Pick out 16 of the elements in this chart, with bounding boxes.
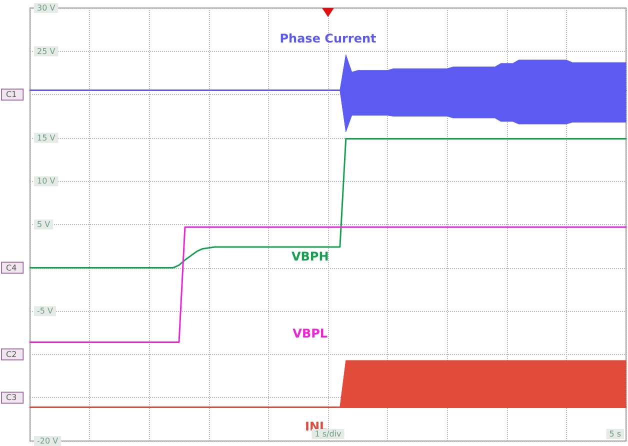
annotation: 1 s/div bbox=[314, 430, 342, 438]
text: C4 bbox=[6, 263, 17, 272]
y-tick-label: 15 V bbox=[37, 133, 56, 142]
annotation: 5 s bbox=[609, 430, 621, 438]
text: C1 bbox=[6, 90, 17, 100]
y-tick-label: 30 V bbox=[37, 4, 56, 12]
text: VBPL bbox=[292, 326, 328, 341]
y-tick-label: 5 V bbox=[37, 220, 51, 229]
y-tick-label: 25 V bbox=[37, 46, 56, 56]
y-tick-label: 10 V bbox=[37, 176, 56, 186]
y-tick-label: -20 V bbox=[37, 436, 59, 446]
series-label: VBPH bbox=[291, 250, 329, 264]
text: C2 bbox=[6, 350, 17, 359]
text: C3 bbox=[6, 393, 17, 402]
y-tick-label: -5 V bbox=[37, 306, 54, 316]
text: Phase Current bbox=[280, 31, 377, 46]
